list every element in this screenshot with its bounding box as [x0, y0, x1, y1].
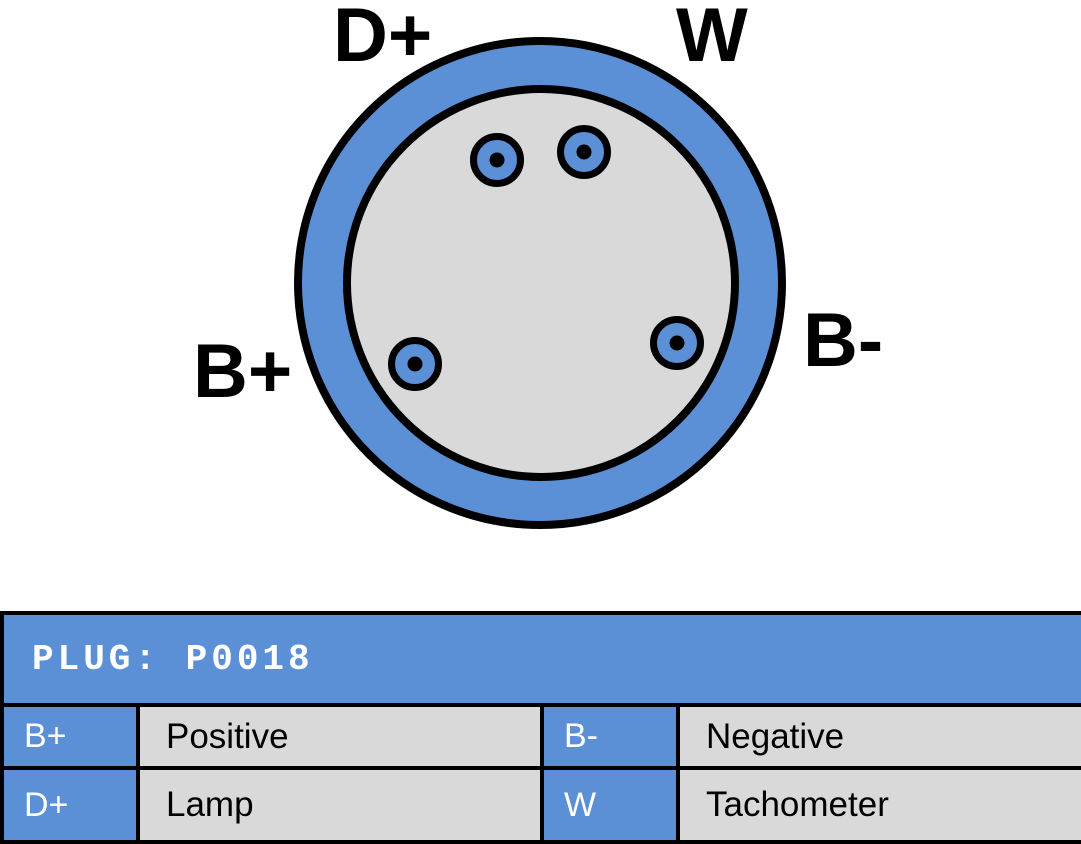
svg-text:B-: B- [803, 298, 883, 383]
svg-text:W: W [676, 0, 748, 78]
svg-text:D+: D+ [333, 0, 432, 78]
svg-text:B+: B+ [193, 329, 292, 414]
